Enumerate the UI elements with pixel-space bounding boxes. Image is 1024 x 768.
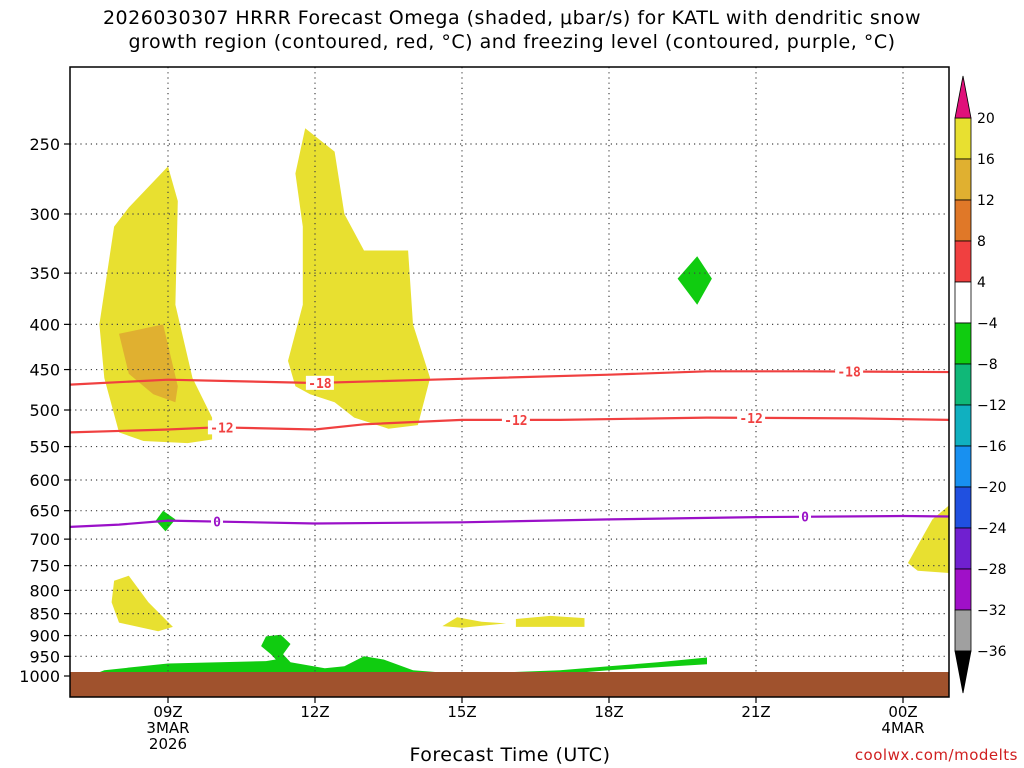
shaded-region — [111, 575, 173, 632]
contour-label: 0 — [213, 516, 221, 531]
colorbar-swatch — [954, 199, 972, 242]
ground-fill — [70, 672, 949, 697]
contour-label-bg — [799, 509, 811, 524]
colorbar: 20 16 12 8 4 −4 −8 −12 −16 −20 −24 −28 −32 −36 — [954, 75, 1007, 694]
x-tick-label: 00Z — [888, 703, 917, 721]
colorbar-swatch — [954, 486, 972, 529]
colorbar-label: −4 — [977, 316, 998, 332]
colorbar-label: 12 — [977, 193, 995, 209]
x-tick-label: 09Z — [153, 703, 182, 721]
contour-label-bg — [207, 420, 236, 435]
ground-layer — [70, 672, 949, 697]
x-tick-label: 18Z — [594, 703, 623, 721]
colorbar-label: −12 — [977, 398, 1007, 414]
y-tick-label: 700 — [29, 530, 60, 549]
chart-title-line-1: 2026030307 HRRR Forecast Omega (shaded, … — [102, 7, 922, 29]
x-tick-label: 2026 — [149, 735, 187, 753]
plot-background — [70, 67, 949, 697]
chart-title-line-2: growth region (contoured, red, °C) and f… — [128, 31, 896, 53]
y-tick-label: 550 — [29, 438, 60, 457]
colorbar-label: 20 — [977, 111, 995, 127]
contour-label: -18 — [837, 366, 861, 381]
y-tick-label: 950 — [29, 647, 60, 666]
y-tick-label: 650 — [29, 502, 60, 521]
x-tick-label: 21Z — [741, 703, 770, 721]
x-tick-label: 3MAR — [146, 719, 189, 737]
colorbar-swatch — [954, 568, 972, 611]
contour-label-bg — [835, 364, 864, 379]
y-tick-label: 500 — [29, 401, 60, 420]
contour-line — [70, 514, 949, 528]
colorbar-swatch — [954, 609, 972, 652]
contour-lines: -18 -18 -12 -12 -12 0 0 — [70, 364, 949, 531]
y-tick-label: 350 — [29, 264, 60, 283]
colorbar-top-arrow — [954, 75, 972, 119]
plot-frame — [69, 66, 950, 698]
colorbar-swatch — [954, 363, 972, 406]
y-tick-label: 450 — [29, 361, 60, 380]
colorbar-label: −36 — [977, 644, 1007, 660]
shaded-region — [288, 128, 431, 429]
y-tick-label: 750 — [29, 557, 60, 576]
contour-label-bg — [737, 410, 766, 425]
shaded-region — [442, 617, 507, 628]
contour-label-bg — [501, 412, 530, 427]
x-tick-label: 12Z — [300, 703, 329, 721]
contour-line — [70, 416, 949, 434]
shaded-region — [94, 634, 707, 676]
y-tick-label: 1000 — [19, 667, 60, 686]
colorbar-label: −32 — [977, 603, 1007, 619]
plot-border — [69, 66, 950, 698]
x-tick-label: 15Z — [447, 703, 476, 721]
contour-label: -12 — [739, 412, 762, 427]
colorbar-label: −16 — [977, 439, 1007, 455]
colorbar-label: 16 — [977, 152, 995, 168]
y-tick-label: 800 — [29, 581, 60, 600]
x-tick-label: 4MAR — [881, 719, 924, 737]
y-tick-label: 300 — [29, 205, 60, 224]
colorbar-label: −28 — [977, 562, 1007, 578]
contour-label: 0 — [801, 511, 809, 526]
shaded-region — [119, 324, 178, 403]
colorbar-swatch — [954, 117, 972, 160]
grid-lines — [70, 67, 949, 697]
plot-area — [70, 67, 949, 697]
shaded-region — [677, 256, 712, 305]
y-tick-label: 400 — [29, 315, 60, 334]
contour-label-bg — [211, 514, 223, 529]
y-tick-label: 250 — [29, 135, 60, 154]
colorbar-swatch — [954, 281, 972, 324]
omega-shading — [94, 128, 949, 676]
shaded-region — [515, 615, 585, 627]
contour-label: -18 — [308, 377, 332, 392]
colorbar-label: −20 — [977, 480, 1007, 496]
y-axis-ticks: 250 300 350 400 450 500 550 600 650 700 750 800 850 9… — [19, 135, 70, 686]
y-tick-label: 850 — [29, 605, 60, 624]
shaded-region — [99, 166, 213, 444]
x-axis-label: Forecast Time (UTC) — [409, 744, 611, 766]
contour-label-bg — [305, 375, 334, 390]
colorbar-bottom-arrow — [954, 650, 972, 694]
colorbar-label: 4 — [977, 275, 986, 291]
y-tick-label: 600 — [29, 471, 60, 490]
watermark: coolwx.com/modelts — [854, 746, 1018, 764]
colorbar-swatch — [954, 240, 972, 283]
colorbar-label: −8 — [977, 357, 998, 373]
colorbar-label: 8 — [977, 234, 986, 250]
chart-title: 2026030307 HRRR Forecast Omega (shaded, … — [0, 6, 1024, 54]
colorbar-swatch — [954, 404, 972, 447]
contour-line — [70, 370, 949, 386]
colorbar-label: −24 — [977, 521, 1007, 537]
colorbar-swatch — [954, 445, 972, 488]
contour-label: -12 — [210, 421, 233, 436]
colorbar-swatch — [954, 158, 972, 201]
contour-label: -12 — [504, 414, 527, 429]
colorbar-swatch — [954, 322, 972, 365]
y-tick-label: 900 — [29, 627, 60, 646]
colorbar-swatch — [954, 527, 972, 570]
